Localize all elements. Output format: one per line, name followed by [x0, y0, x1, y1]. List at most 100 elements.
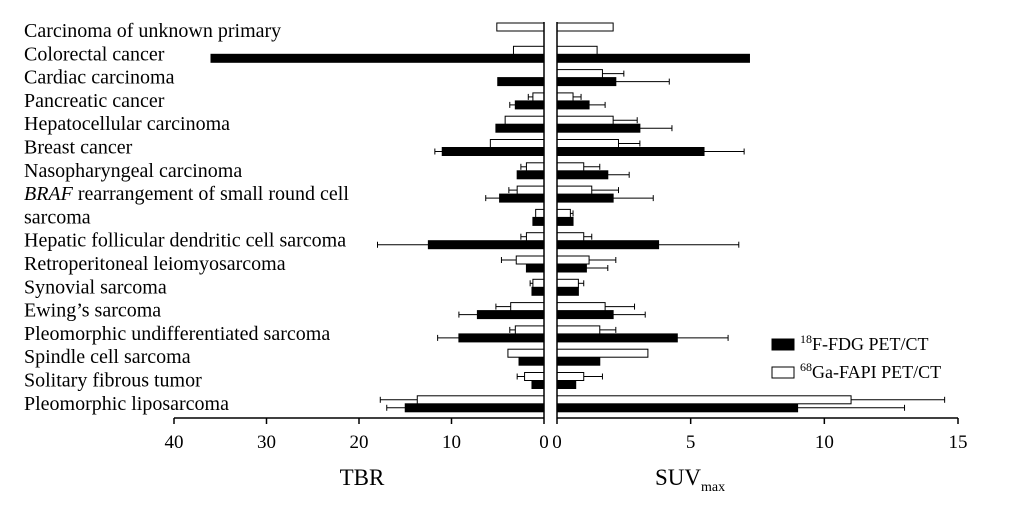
suv-bar [556, 372, 585, 381]
category-label: Colorectal cancer [24, 43, 165, 65]
suv-bar [556, 193, 614, 203]
category-label-text: Pancreatic cancer [24, 90, 165, 112]
category-label-text: rearrangement of small round cell [73, 183, 349, 205]
suv-bar [556, 403, 799, 413]
tbr-bar [507, 348, 545, 358]
tbr-bar [476, 310, 545, 320]
suv-bar [556, 302, 606, 312]
category-label: sarcoma [24, 206, 91, 228]
suv-bar [556, 395, 852, 405]
tbr-bar [525, 263, 545, 273]
suv-tick-label: 15 [949, 432, 968, 453]
category-label-text: sarcoma [24, 206, 91, 228]
tbr-bar [514, 325, 545, 335]
category-label-text: Pleomorphic liposarcoma [24, 393, 229, 415]
suv-bar [556, 123, 641, 133]
suv-bar [556, 286, 579, 296]
category-label: Solitary fibrous tumor [24, 370, 202, 392]
legend-swatch [771, 338, 795, 351]
category-label-text: Solitary fibrous tumor [24, 370, 202, 392]
category-label-text: Hepatocellular carcinoma [24, 113, 230, 135]
category-label: Spindle cell sarcoma [24, 346, 191, 368]
tbr-bar [495, 123, 545, 133]
suv-bar [556, 77, 617, 87]
tbr-bar [458, 333, 545, 343]
bars [210, 22, 946, 413]
tbr-bar [504, 115, 545, 125]
category-label-text: Nasopharyngeal carcinoma [24, 160, 242, 182]
suv-bar [556, 240, 660, 250]
category-label: Pleomorphic undifferentiated sarcoma [24, 323, 330, 345]
suv-bar [556, 162, 585, 172]
category-label: Breast cancer [24, 137, 133, 159]
suv-axis-title-subscript: max [701, 480, 725, 495]
tbr-bar [489, 139, 545, 148]
suv-bar [556, 53, 750, 63]
legend-label-superscript: 18 [800, 332, 812, 346]
legend-label-text: F-FDG PET/CT [812, 334, 929, 354]
tbr-bar [531, 286, 545, 296]
legend-label: 18F-FDG PET/CT [800, 332, 929, 354]
suv-bar [556, 139, 619, 148]
category-label: Carcinoma of unknown primary [24, 20, 281, 42]
category-label-text: Hepatic follicular dendritic cell sarcom… [24, 230, 346, 252]
suv-bar [556, 325, 601, 335]
category-label-text: Cardiac carcinoma [24, 67, 175, 89]
tbr-bar [441, 147, 545, 156]
suv-tick-label: 5 [686, 432, 696, 453]
tbr-tick-label: 0 [539, 432, 549, 453]
category-label: Ewing’s sarcoma [24, 300, 161, 322]
suv-bar [556, 216, 574, 226]
tbr-bar [525, 162, 545, 172]
tbr-bar [535, 208, 545, 218]
tbr-tick-label: 20 [350, 432, 369, 453]
category-label: Nasopharyngeal carcinoma [24, 160, 242, 182]
suv-bar [556, 45, 598, 55]
tbr-bar [532, 278, 545, 288]
suv-bar [556, 69, 603, 79]
tbr-bar [516, 170, 545, 180]
tbr-bar [514, 100, 545, 110]
tbr-bar [525, 232, 545, 242]
category-label: Pleomorphic liposarcoma [24, 393, 229, 415]
suv-bar [556, 348, 649, 358]
tbr-bar [427, 240, 545, 250]
tbr-bar [210, 53, 545, 63]
tbr-tick-label: 30 [257, 432, 276, 453]
tbr-axis-title: TBR [340, 465, 385, 490]
suv-bar [556, 208, 571, 218]
suv-bar [556, 255, 590, 265]
legend: 18F-FDG PET/CT 68Ga-FAPI PET/CT [771, 332, 941, 382]
suv-bar [556, 170, 609, 180]
category-label: Hepatocellular carcinoma [24, 113, 230, 135]
suv-bar [556, 232, 585, 242]
category-label: BRAF rearrangement of small round cell [24, 183, 349, 205]
suv-bar [556, 310, 614, 320]
category-label: Hepatic follicular dendritic cell sarcom… [24, 230, 346, 252]
tbr-bar [496, 22, 545, 32]
tbr-bar [497, 77, 545, 87]
tbr-bar [524, 372, 545, 381]
tbr-bar [532, 92, 545, 102]
legend-label: 68Ga-FAPI PET/CT [800, 360, 941, 382]
tbr-bar [516, 185, 545, 195]
category-label: Synovial sarcoma [24, 276, 167, 298]
suv-bar [556, 380, 577, 389]
category-label: Pancreatic cancer [24, 90, 165, 112]
tbr-bar [518, 356, 545, 366]
category-label: Cardiac carcinoma [24, 67, 175, 89]
legend-swatch [771, 366, 795, 379]
category-label-text: Breast cancer [24, 137, 133, 159]
legend-label-superscript: 68 [800, 360, 812, 374]
category-label-text: Colorectal cancer [24, 43, 165, 65]
tbr-bar [531, 380, 545, 389]
suv-bar [556, 333, 678, 343]
suv-axis-title: SUVmax [655, 465, 725, 495]
suv-bar [556, 92, 574, 102]
suv-bar [556, 100, 590, 110]
category-label-text: Pleomorphic undifferentiated sarcoma [24, 323, 330, 345]
tbr-bar [532, 216, 545, 226]
suv-bar [556, 115, 614, 125]
